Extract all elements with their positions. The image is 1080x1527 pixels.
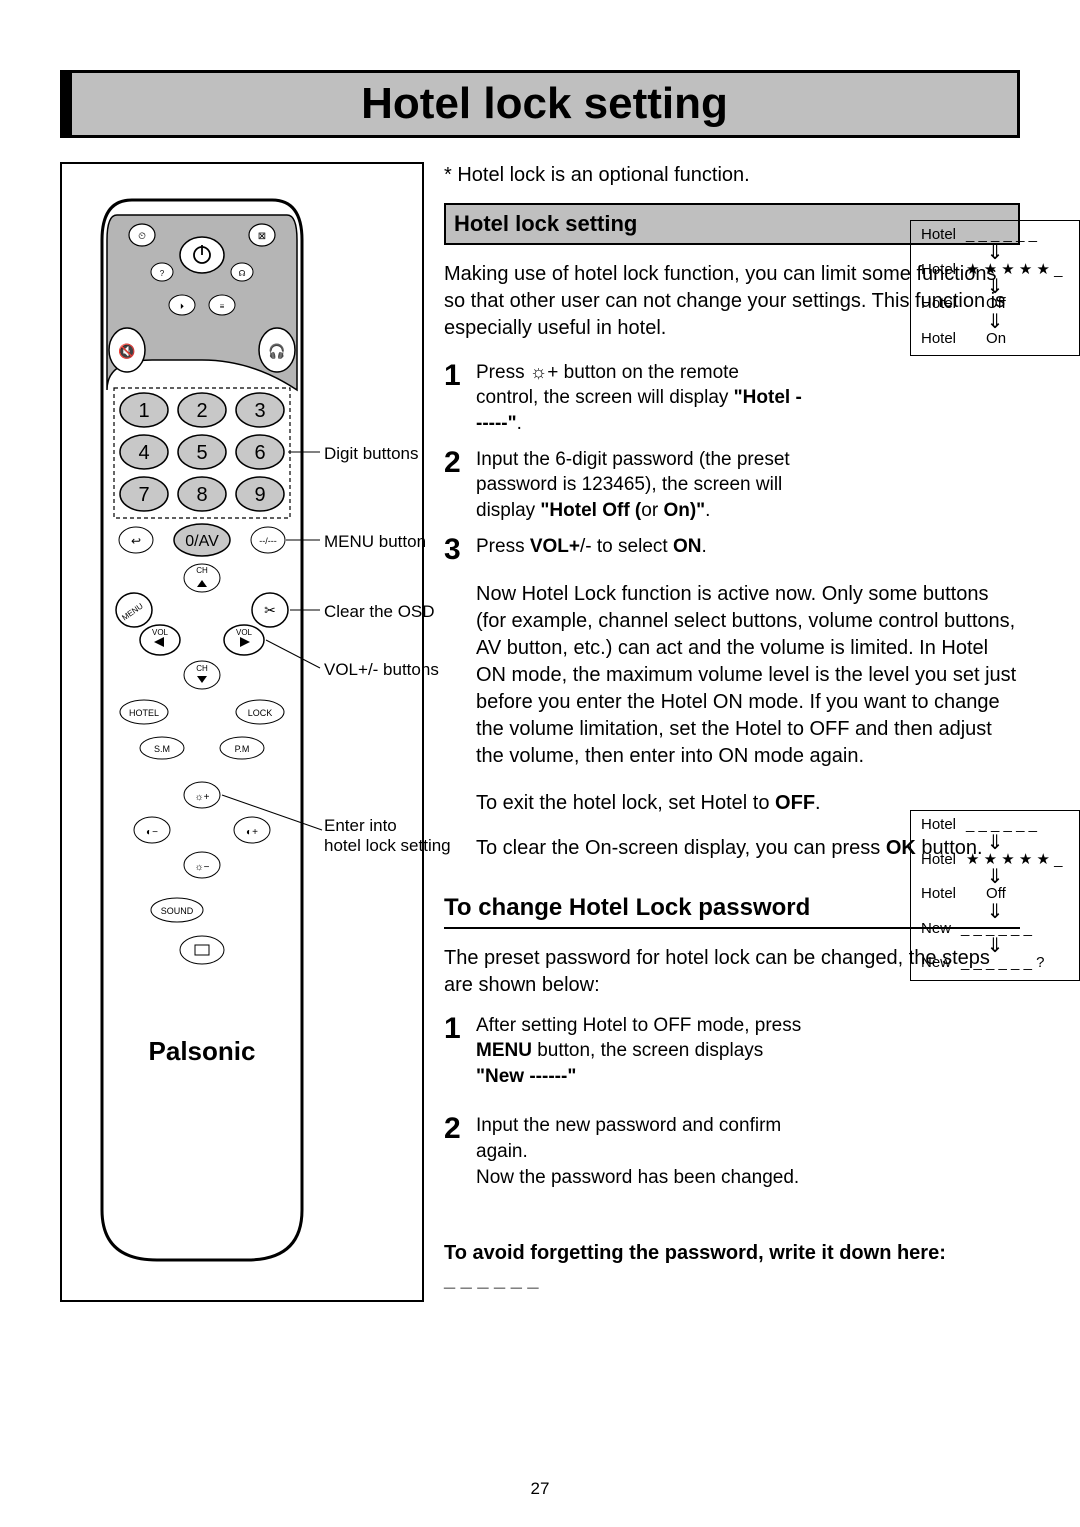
osd-display-2: Hotel_ _ _ _ _ _ ⇓ Hotel★ ★ ★ ★ ★ _ ⇓ Ho… <box>910 810 1080 981</box>
svg-text:≡: ≡ <box>220 302 225 311</box>
step2-2: 2 Input the new password and confirm aga… <box>444 1113 814 1190</box>
page-title: Hotel lock setting <box>60 70 1020 138</box>
step-1: 1 Press ☼+ button on the remote control,… <box>444 360 804 437</box>
step-2: 2 Input the 6-digit password (the preset… <box>444 447 804 524</box>
svg-text:🔇: 🔇 <box>118 343 135 360</box>
svg-text:8: 8 <box>196 484 207 506</box>
svg-text:◐+: ◐+ <box>246 827 258 838</box>
svg-text:7: 7 <box>138 484 149 506</box>
svg-text:9: 9 <box>254 484 265 506</box>
svg-text:⏵: ⏵ <box>180 302 184 311</box>
callout-clear-osd: Clear the OSD <box>324 602 435 622</box>
svg-text:☼+: ☼+ <box>194 792 209 803</box>
page-number: 27 <box>0 1479 1080 1499</box>
password-reminder: To avoid forgetting the password, write … <box>444 1240 1020 1294</box>
svg-text:CH: CH <box>196 566 208 575</box>
osd-display-1: Hotel_ _ _ _ _ _ ⇓ Hotel★ ★ ★ ★ ★ _ ⇓ Ho… <box>910 220 1080 356</box>
callout-menu-button: MENU button <box>324 532 426 552</box>
svg-text:LOCK: LOCK <box>248 708 273 718</box>
svg-text:↩: ↩ <box>131 534 141 548</box>
svg-text:5: 5 <box>196 442 207 464</box>
svg-text:✂: ✂ <box>264 602 276 618</box>
svg-text:◐−: ◐− <box>146 827 158 838</box>
svg-text:2: 2 <box>196 400 207 422</box>
svg-text:⊠: ⊠ <box>258 231 266 242</box>
svg-text:⏲: ⏲ <box>138 231 146 242</box>
svg-text:P.M: P.M <box>235 744 250 754</box>
svg-text:?: ? <box>160 269 165 278</box>
svg-text:S.M: S.M <box>154 744 170 754</box>
svg-text:Palsonic: Palsonic <box>149 1036 256 1066</box>
content-column: * Hotel lock is an optional function. Ho… <box>444 162 1020 1302</box>
svg-text:0/AV: 0/AV <box>185 533 219 550</box>
step-3: 3 Press VOL+/- to select ON. <box>444 534 804 560</box>
svg-text:--/---: --/--- <box>259 536 277 546</box>
svg-text:1: 1 <box>138 400 149 422</box>
svg-text:VOL: VOL <box>152 628 169 637</box>
svg-text:SOUND: SOUND <box>161 906 194 916</box>
svg-text:☼−: ☼− <box>194 862 209 873</box>
svg-text:6: 6 <box>254 442 265 464</box>
svg-text:3: 3 <box>254 400 265 422</box>
remote-svg: ⏲ ⊠ ? ☊ ⏵ ≡ 🔇 🎧 <box>72 180 412 1280</box>
callout-vol-buttons: VOL+/- buttons <box>324 660 439 680</box>
step2-1: 1 After setting Hotel to OFF mode, press… <box>444 1013 814 1090</box>
callout-digit-buttons: Digit buttons <box>324 444 419 464</box>
svg-text:4: 4 <box>138 442 149 464</box>
svg-text:🎧: 🎧 <box>268 343 285 360</box>
optional-note: * Hotel lock is an optional function. <box>444 162 1020 189</box>
active-paragraph: Now Hotel Lock function is active now. O… <box>444 581 1020 770</box>
svg-text:VOL: VOL <box>236 628 253 637</box>
svg-text:☊: ☊ <box>238 269 245 278</box>
svg-text:HOTEL: HOTEL <box>129 708 159 718</box>
remote-illustration-panel: ⏲ ⊠ ? ☊ ⏵ ≡ 🔇 🎧 <box>60 162 424 1302</box>
callout-enter-hotel: Enter into hotel lock setting <box>324 816 451 855</box>
svg-text:CH: CH <box>196 664 208 673</box>
